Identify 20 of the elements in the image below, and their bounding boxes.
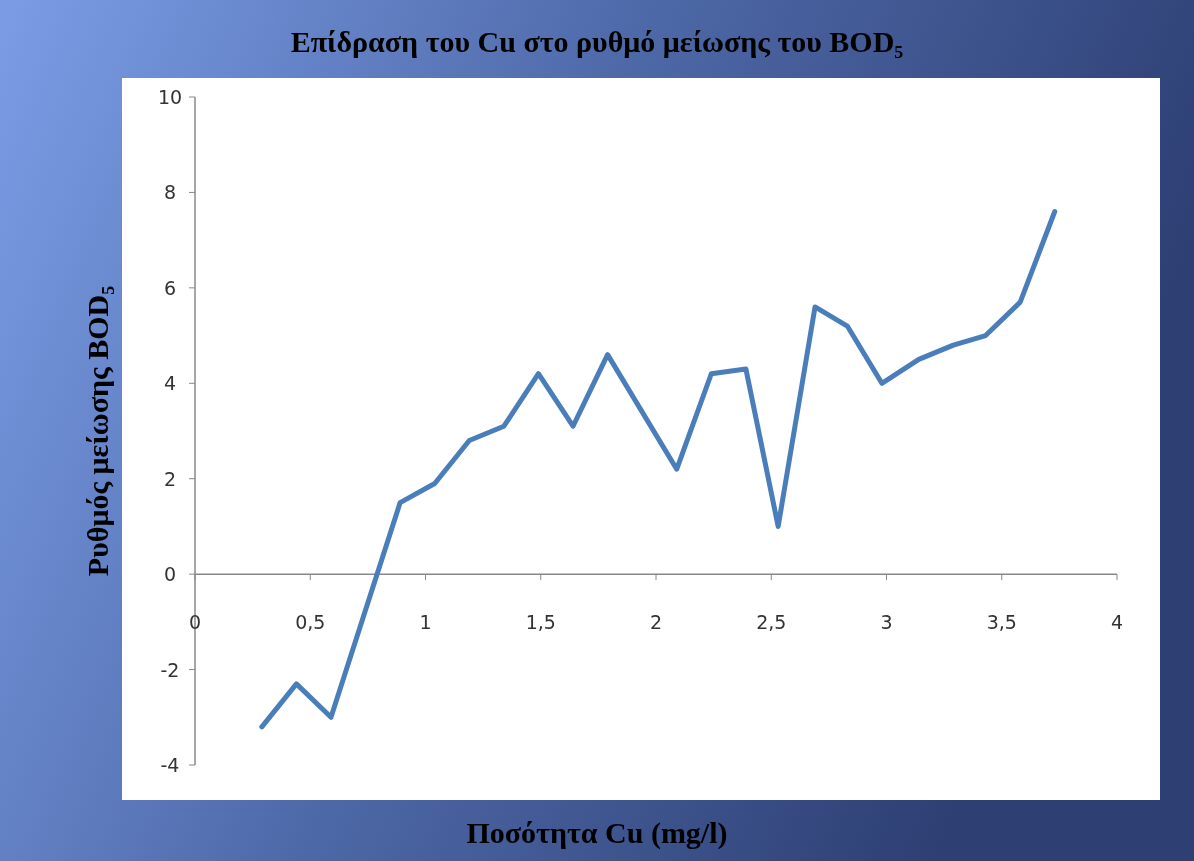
- y-tick-label: -4: [160, 754, 180, 776]
- y-tick-label: 4: [163, 372, 177, 395]
- x-tick-label: 3,5: [986, 611, 1017, 634]
- chart-title: Επίδραση του Cu στο ρυθμό μείωσης του BOD₅: [290, 25, 904, 58]
- y-tick-label: 6: [163, 276, 177, 299]
- x-axis-title: Ποσότητα Cu (mg/l): [466, 816, 728, 850]
- x-tick-label: 4: [1110, 611, 1124, 634]
- y-tick-label: 0: [163, 563, 177, 586]
- x-tick-label: 2,5: [756, 611, 787, 634]
- x-tick-label: 3: [880, 611, 893, 634]
- x-tick-label: 1,5: [525, 611, 556, 634]
- y-axis-title: Ρυθμός μείωσης BOD₅: [81, 285, 114, 577]
- x-tick-label: 0: [188, 611, 202, 634]
- y-tick-label: 10: [157, 86, 183, 108]
- y-tick-label: -2: [160, 658, 180, 681]
- x-tick-label: 1: [419, 611, 432, 634]
- y-tick-label: 2: [163, 467, 177, 490]
- y-tick-label: 8: [163, 181, 177, 204]
- x-tick-label: 2: [649, 611, 663, 634]
- x-tick-label: 0,5: [295, 611, 326, 634]
